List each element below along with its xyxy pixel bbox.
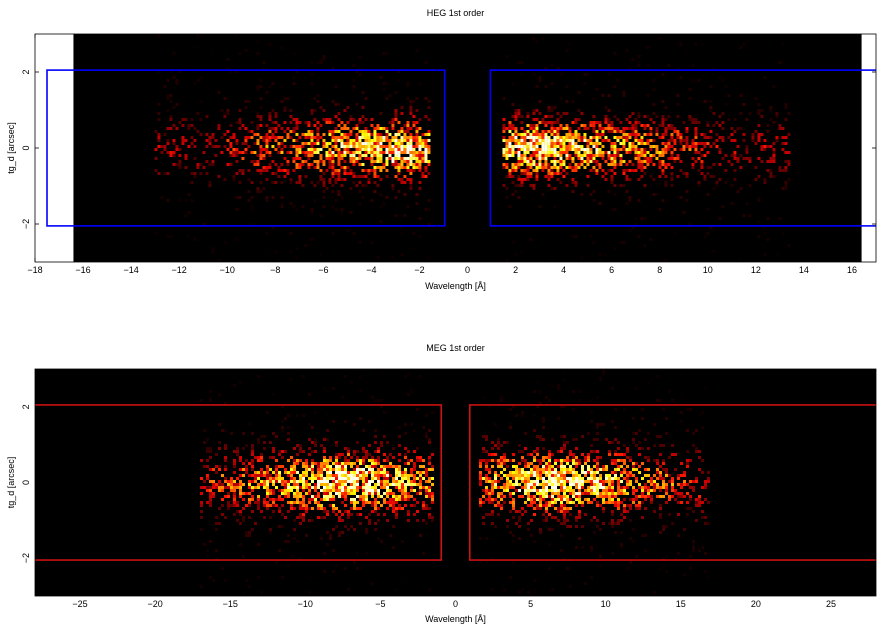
event-pixels [200, 369, 710, 594]
x-tick-label: 0 [465, 265, 470, 275]
x-tick-label: 2 [513, 265, 518, 275]
x-tick-label: 10 [703, 265, 713, 275]
y-tick-label: 2 [21, 69, 31, 74]
x-tick-label: −4 [366, 265, 376, 275]
y-tick-label: 2 [21, 404, 31, 409]
x-tick-label: 16 [847, 265, 857, 275]
x-tick-label: 15 [676, 599, 686, 609]
y-tick-label: −2 [21, 219, 31, 229]
x-tick-label: −12 [172, 265, 187, 275]
x-tick-label: −20 [148, 599, 163, 609]
y-axis-label: tg_d [arcsec] [6, 122, 16, 174]
x-axis-label: Wavelength [Å] [425, 281, 486, 291]
x-tick-label: 8 [657, 265, 662, 275]
image-background [73, 34, 862, 262]
x-tick-label: −15 [223, 599, 238, 609]
chart-title: HEG 1st order [427, 8, 485, 18]
x-tick-label: 5 [528, 599, 533, 609]
image-background [35, 369, 876, 596]
x-tick-label: 10 [601, 599, 611, 609]
x-tick-label: −25 [72, 599, 87, 609]
x-tick-label: −10 [298, 599, 313, 609]
x-tick-label: 4 [561, 265, 566, 275]
y-tick-label: −2 [21, 553, 31, 563]
x-tick-label: −6 [318, 265, 328, 275]
y-tick-label: 0 [21, 145, 31, 150]
event-pixels [154, 34, 791, 262]
x-tick-label: −16 [75, 265, 90, 275]
extraction-region-1 [489, 69, 876, 227]
x-tick-label: 14 [799, 265, 809, 275]
y-tick-label: 0 [21, 480, 31, 485]
x-tick-label: −2 [414, 265, 424, 275]
x-tick-label: −10 [220, 265, 235, 275]
x-tick-label: 20 [751, 599, 761, 609]
x-tick-label: −14 [123, 265, 138, 275]
extraction-region-0 [35, 404, 443, 561]
extraction-region-0 [46, 69, 446, 227]
x-tick-label: 0 [453, 599, 458, 609]
panel-0: −18 −16 −14 −12 −10 −8 −6 −4 −2 0 2 4 6 8 10 12 14 16 −2 0 2… [6, 8, 877, 291]
x-axis-label: Wavelength [Å] [425, 614, 486, 624]
x-tick-label: −8 [270, 265, 280, 275]
x-tick-label: 12 [751, 265, 761, 275]
x-tick-label: 6 [609, 265, 614, 275]
x-tick-label: −18 [27, 265, 42, 275]
x-tick-label: −5 [375, 599, 385, 609]
x-tick-label: 25 [826, 599, 836, 609]
extraction-region-1 [468, 404, 876, 561]
chart-title: MEG 1st order [426, 343, 485, 353]
y-axis-label: tg_d [arcsec] [6, 457, 16, 509]
